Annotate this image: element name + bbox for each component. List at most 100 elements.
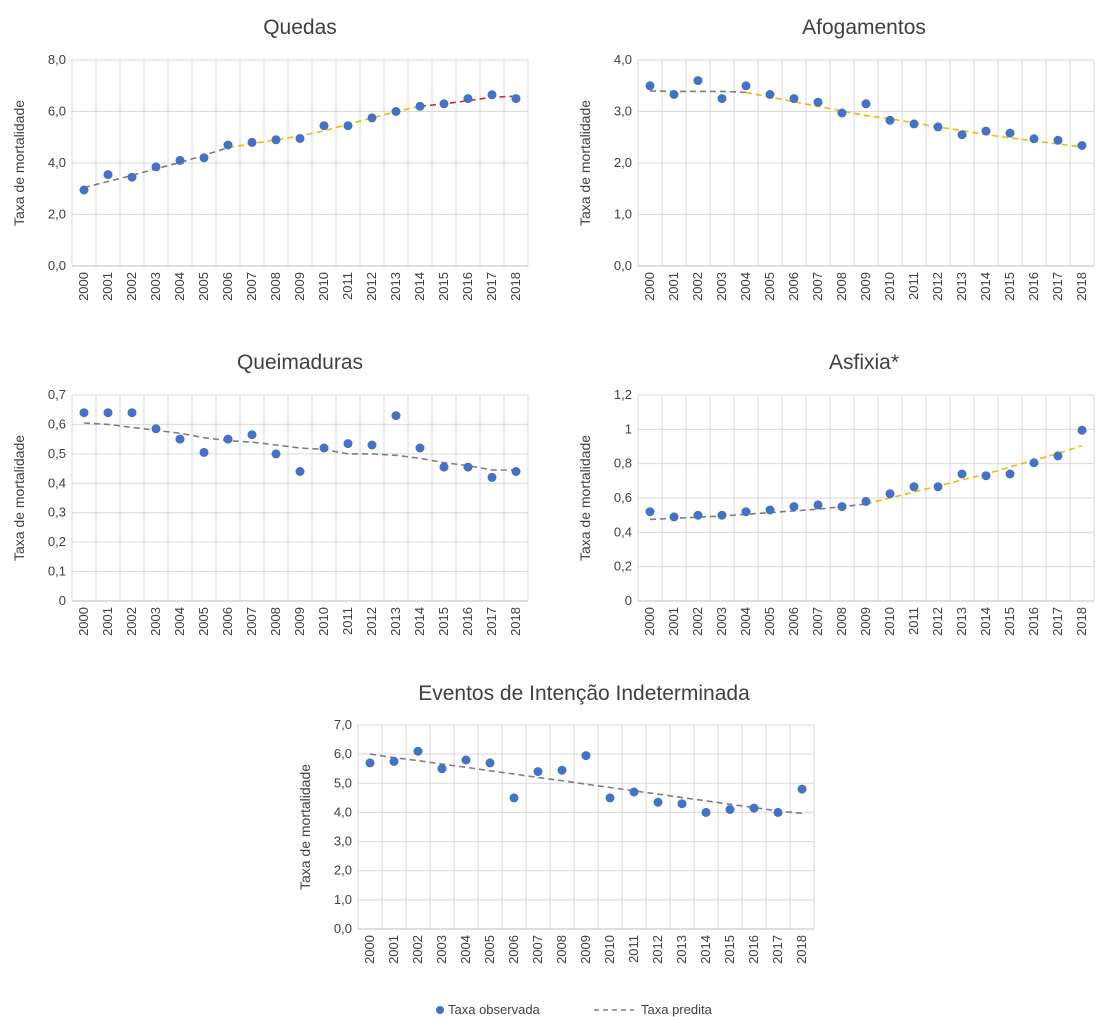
x-tick-label: 2012 (364, 272, 379, 301)
predicted-trend-line (865, 444, 1083, 505)
x-tick-label: 2004 (172, 272, 187, 301)
observed-point (223, 434, 233, 444)
x-tick-label: 2003 (148, 272, 163, 301)
legend-observed-marker (436, 1006, 444, 1014)
chart-title: Afogamentos (802, 16, 926, 39)
observed-point (693, 510, 703, 520)
observed-point (439, 462, 449, 472)
x-tick-label: 2016 (746, 935, 761, 964)
observed-point (1053, 451, 1063, 461)
x-tick-label: 2010 (316, 272, 331, 301)
observed-point (789, 502, 799, 512)
y-tick-label: 3,0 (334, 834, 352, 849)
observed-point (885, 489, 895, 499)
x-tick-label: 2008 (834, 272, 849, 301)
observed-point (247, 430, 257, 440)
x-tick-label: 2005 (196, 272, 211, 301)
x-tick-label: 2002 (124, 607, 139, 636)
y-tick-label: 0 (59, 593, 66, 608)
x-tick-label: 2007 (244, 607, 259, 636)
y-tick-label: 8,0 (48, 52, 66, 67)
x-tick-label: 2014 (978, 272, 993, 301)
chart-3: Queimaduras 0 0,1 0,2 0,3 0,4 0,5 0,6 0,7 2000 200… (11, 351, 529, 636)
observed-point (725, 805, 735, 814)
observed-point (127, 408, 137, 418)
observed-point (861, 496, 871, 506)
observed-point (669, 90, 679, 99)
observed-point (391, 107, 401, 116)
y-tick-label: 0,3 (48, 505, 66, 520)
observed-point (773, 807, 783, 817)
x-tick-label: 2016 (460, 607, 475, 636)
observed-point (1005, 469, 1015, 479)
x-tick-label: 2016 (460, 272, 475, 301)
y-tick-label: 0,7 (48, 387, 66, 402)
y-tick-label: 0,1 (48, 564, 66, 579)
x-tick-label: 2001 (666, 272, 681, 301)
observed-point (415, 101, 425, 111)
y-tick-label: 0 (625, 593, 632, 608)
observed-point (765, 505, 775, 515)
x-tick-label: 2010 (882, 607, 897, 636)
x-tick-label: 2004 (738, 607, 753, 636)
x-tick-label: 2017 (770, 935, 785, 964)
x-tick-label: 2016 (1026, 607, 1041, 636)
predicted-trend-line (227, 105, 421, 149)
chart-2: Afogamentos 0,0 1,0 2,0 3,0 4,0 2000 2001 2002 20… (577, 16, 1095, 301)
predicted-trend-line (649, 503, 867, 521)
x-tick-label: 2006 (786, 272, 801, 301)
x-tick-label: 2002 (690, 607, 705, 636)
x-tick-label: 2009 (858, 607, 873, 636)
observed-point (789, 94, 799, 104)
x-tick-label: 2018 (508, 272, 523, 301)
x-tick-label: 2000 (642, 607, 657, 636)
observed-point (487, 90, 497, 100)
x-tick-label: 2009 (292, 607, 307, 636)
observed-point (485, 758, 495, 768)
y-tick-label: 0,2 (614, 559, 632, 574)
x-tick-label: 2015 (722, 935, 737, 964)
observed-point (557, 765, 567, 775)
x-tick-label: 2008 (268, 272, 283, 301)
observed-point (319, 121, 329, 131)
chart-title: Asfixia* (829, 351, 899, 374)
observed-point (271, 135, 281, 145)
observed-point (463, 94, 473, 104)
legend-observed-label: Taxa observada (448, 1002, 541, 1017)
y-axis-label: Taxa de mortalidade (577, 100, 593, 226)
predicted-trend-line (369, 753, 803, 815)
observed-point (1029, 134, 1039, 144)
observed-point (837, 502, 847, 512)
observed-point (933, 122, 943, 132)
observed-point (1053, 135, 1063, 145)
x-tick-label: 2012 (930, 272, 945, 301)
y-tick-label: 0,4 (48, 475, 66, 490)
observed-point (175, 155, 185, 165)
x-tick-label: 2015 (436, 607, 451, 636)
chart-5: Eventos de Intenção Indeterminada 0,0 1,0 2… (297, 682, 815, 964)
observed-point (295, 134, 305, 143)
observed-point (885, 115, 895, 125)
observed-point (1029, 458, 1039, 468)
observed-point (509, 793, 519, 803)
x-tick-label: 2014 (412, 272, 427, 301)
x-tick-label: 2018 (1074, 272, 1089, 301)
x-tick-label: 2017 (1050, 272, 1065, 301)
y-tick-label: 2,0 (334, 863, 352, 878)
x-tick-label: 2015 (436, 272, 451, 301)
y-tick-label: 7,0 (334, 717, 352, 732)
x-tick-label: 2008 (554, 935, 569, 964)
x-tick-label: 2013 (954, 272, 969, 301)
x-tick-label: 2001 (100, 272, 115, 301)
observed-point (127, 172, 137, 182)
x-tick-label: 2007 (810, 607, 825, 636)
observed-point (909, 119, 919, 129)
observed-point (669, 512, 679, 522)
observed-point (645, 507, 655, 517)
chart-4: Asfixia* 0 0,2 0,4 0,6 0,8 1 1,2 2000 2001 2002 200… (577, 351, 1095, 636)
x-tick-label: 2001 (100, 607, 115, 636)
x-tick-label: 2001 (666, 607, 681, 636)
x-tick-label: 2011 (906, 607, 921, 635)
observed-point (645, 81, 655, 91)
